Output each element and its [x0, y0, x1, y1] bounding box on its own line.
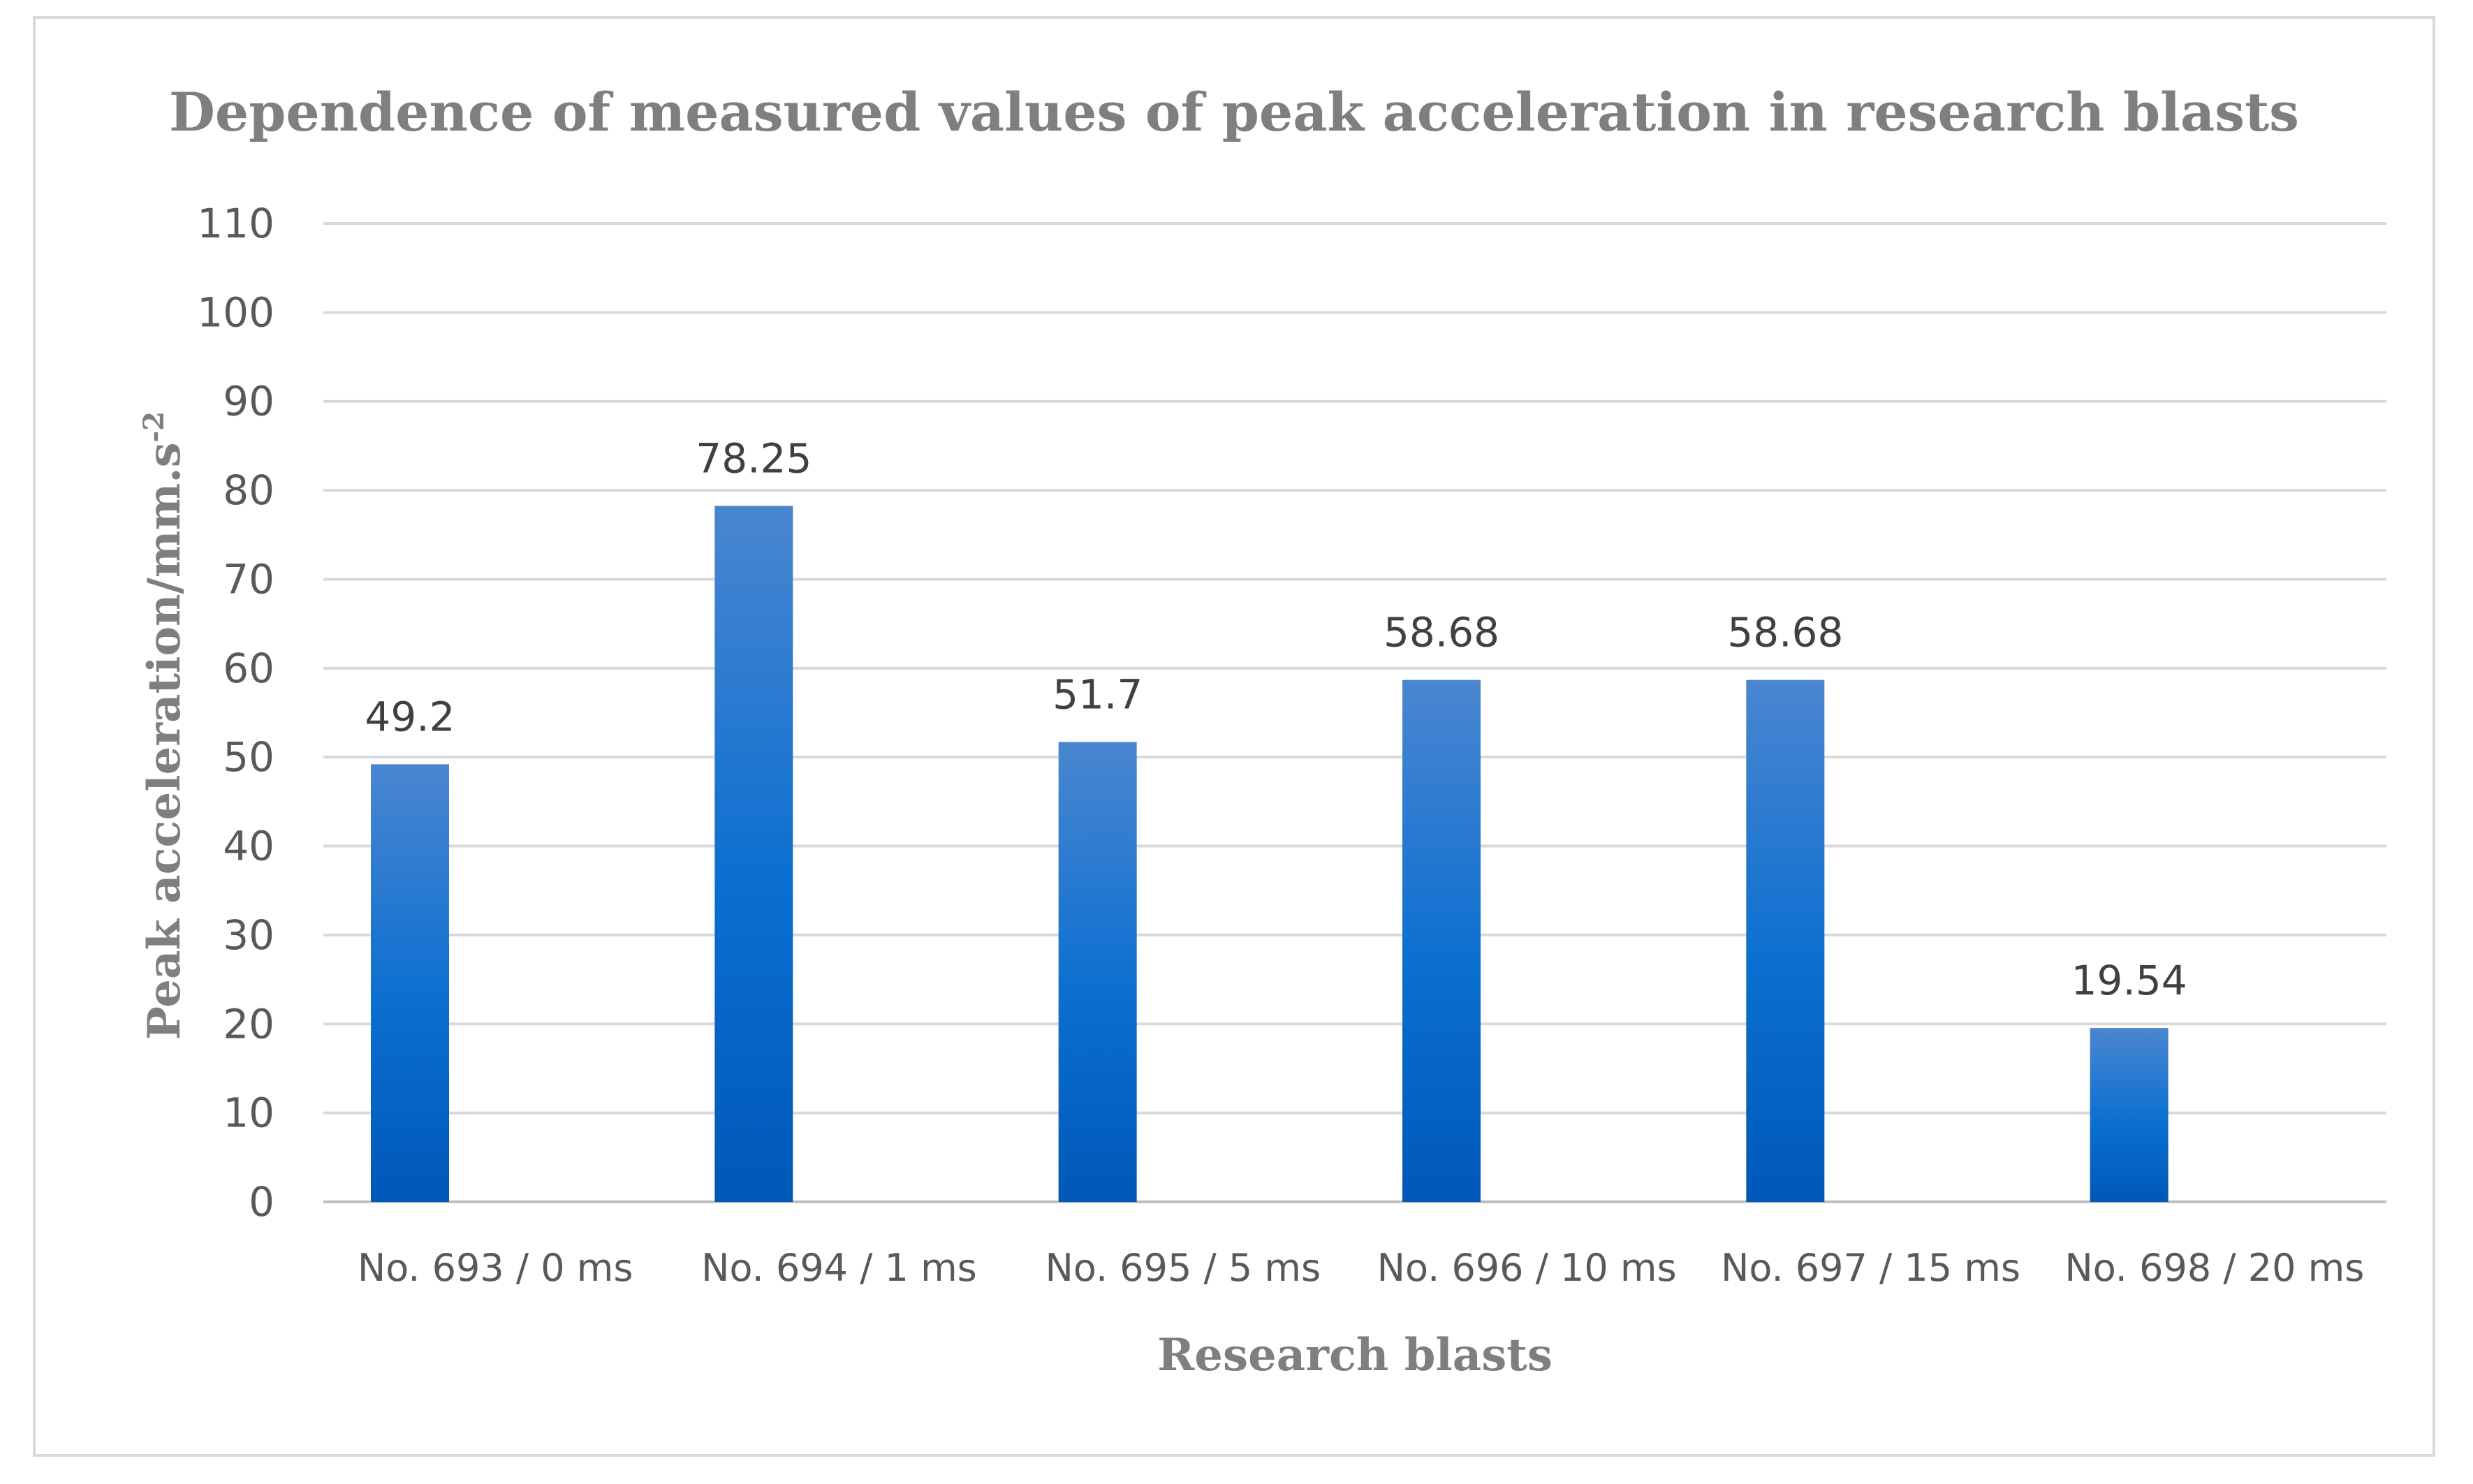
chart-frame: Dependence of measured values of peak ac… [33, 16, 2435, 1457]
y-tick-label: 10 [223, 1089, 274, 1137]
y-tick-label: 110 [197, 200, 274, 247]
y-tick-label: 60 [223, 645, 274, 692]
x-axis-tick-labels: No. 693 / 0 ms No. 694 / 1 ms No. 695 / 5 … [358, 1246, 2365, 1290]
x-tick-label: No. 696 / 10 ms [1377, 1246, 1677, 1290]
bar [2090, 1028, 2169, 1202]
bar-chart: Dependence of measured values of peak ac… [138, 81, 2386, 1381]
y-tick-label: 40 [223, 823, 274, 870]
y-axis-title-superscript: -2 [138, 411, 170, 442]
y-tick-label: 30 [223, 911, 274, 959]
data-labels: 49.2 78.25 51.7 58.68 58.68 19.54 [365, 434, 2187, 1004]
bar [1058, 742, 1137, 1202]
data-label: 78.25 [696, 434, 812, 482]
x-tick-label: No. 694 / 1 ms [701, 1246, 977, 1290]
y-tick-label: 90 [223, 378, 274, 425]
bar [1746, 679, 1825, 1202]
y-tick-label: 100 [197, 288, 274, 336]
y-tick-label: 0 [249, 1178, 274, 1226]
gridlines [323, 222, 2386, 1203]
x-tick-label: No. 695 / 5 ms [1045, 1246, 1321, 1290]
y-tick-label: 70 [223, 555, 274, 603]
x-axis-title: Research blasts [1157, 1329, 1553, 1381]
y-axis-title: Peak acceleration/mm.s-2 [138, 411, 191, 1040]
y-tick-label: 50 [223, 733, 274, 781]
bar [714, 506, 793, 1202]
y-tick-label: 80 [223, 466, 274, 514]
chart-title: Dependence of measured values of peak ac… [169, 81, 2299, 143]
data-label: 58.68 [1727, 609, 1843, 656]
x-tick-label: No. 697 / 15 ms [1721, 1246, 2020, 1290]
data-label: 49.2 [365, 693, 455, 740]
bar [371, 764, 449, 1202]
data-label: 51.7 [1052, 671, 1143, 719]
x-tick-label: No. 693 / 0 ms [358, 1246, 633, 1290]
y-tick-label: 20 [223, 1000, 274, 1048]
x-tick-label: No. 698 / 20 ms [2064, 1246, 2364, 1290]
bar [1402, 679, 1481, 1202]
y-axis-title-main: Peak acceleration/mm.s [138, 442, 191, 1040]
data-label: 58.68 [1384, 609, 1499, 656]
bars [371, 506, 2169, 1202]
data-label: 19.54 [2071, 957, 2187, 1004]
y-axis-tick-labels: 0 10 20 30 40 50 60 70 80 90 100 110 [197, 200, 274, 1226]
